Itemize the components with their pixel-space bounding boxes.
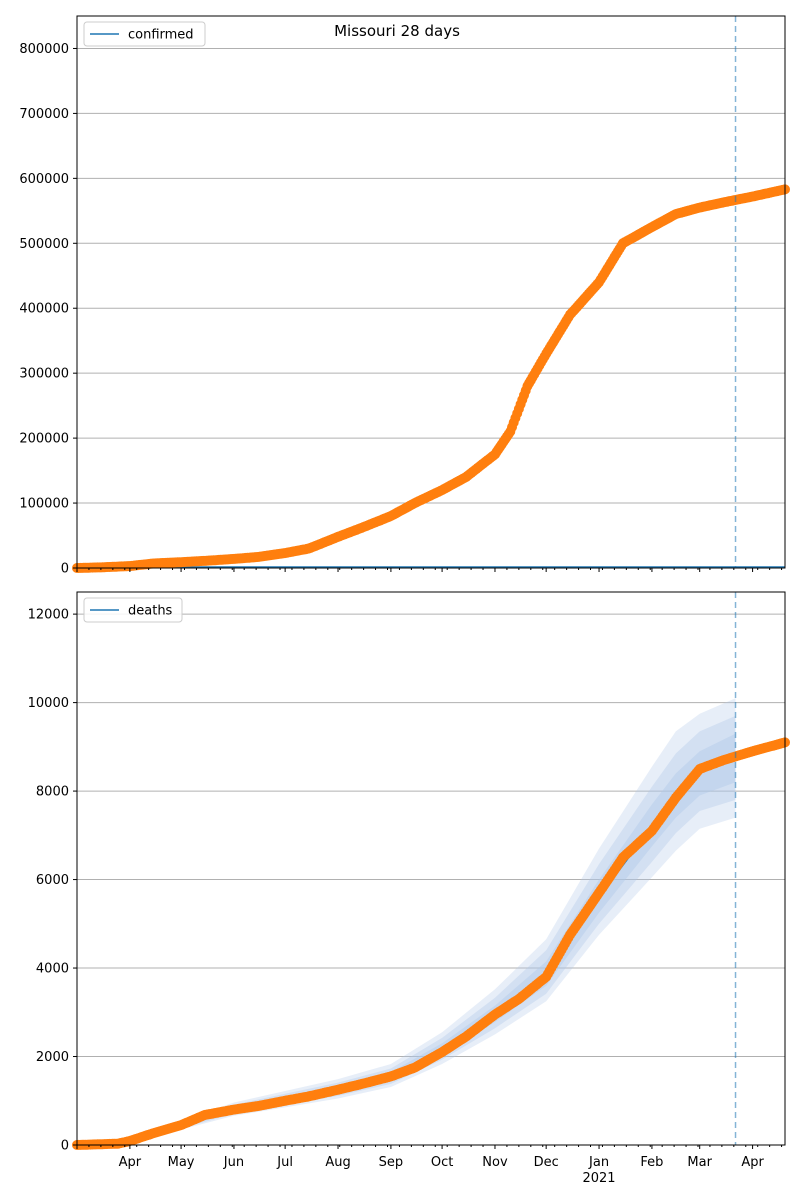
x-tick-label: Aug — [325, 1155, 350, 1170]
chart-title: Missouri 28 days — [334, 22, 460, 40]
legend-box — [83, 597, 183, 623]
confirmed-series — [72, 184, 790, 573]
x-tick-label: Jun — [223, 1155, 244, 1170]
y-tick-label: 6000 — [36, 873, 69, 888]
x-tick-label: Mar — [687, 1155, 712, 1170]
legend-label-deaths: deaths — [128, 604, 173, 619]
forecast-band-95 — [129, 698, 736, 1142]
legend-box — [83, 21, 206, 47]
y-tick-label: 600000 — [19, 172, 69, 187]
deaths-y-axis: 0 2000 4000 6000 8000 10000 12000 — [28, 608, 77, 1154]
y-tick-label: 700000 — [19, 107, 69, 122]
confirmed-y-axis: 0 100000 200000 300000 400000 500000 600000 700… — [19, 42, 77, 577]
confirmed-legend: confirmed — [83, 21, 206, 47]
y-tick-label: 800000 — [19, 42, 69, 57]
x-tick-label: Apr — [119, 1155, 142, 1170]
deaths-x-axis: Apr May Jun Jul Aug Sep Oct Nov Dec Jan Feb Mar Apr — [76, 1145, 783, 1170]
y-tick-label: 2000 — [36, 1050, 69, 1065]
x-tick-label: Nov — [482, 1155, 508, 1170]
deaths-forecast-bands — [129, 698, 736, 1142]
y-tick-label: 4000 — [36, 962, 69, 977]
y-tick-label: 0 — [61, 1139, 69, 1154]
x-tick-year-label: 2021 — [582, 1171, 615, 1186]
x-tick-label: Dec — [534, 1155, 559, 1170]
deaths-panel: 0 2000 4000 6000 8000 10000 12000 Apr May Jun Jul… — [28, 591, 790, 1186]
confirmed-panel: 0 100000 200000 300000 400000 500000 600000 700… — [19, 15, 790, 577]
x-tick-label: May — [168, 1155, 195, 1170]
x-tick-label: Feb — [640, 1155, 663, 1170]
x-tick-label: Jul — [276, 1155, 293, 1170]
legend-label-confirmed: confirmed — [128, 28, 194, 43]
x-tick-label: Jan — [588, 1155, 609, 1170]
y-tick-label: 8000 — [36, 785, 69, 800]
y-tick-label: 10000 — [28, 696, 69, 711]
deaths-legend: deaths — [83, 597, 183, 623]
y-tick-label: 300000 — [19, 367, 69, 382]
y-tick-label: 400000 — [19, 302, 69, 317]
confirmed-gridlines — [77, 47, 785, 569]
y-tick-label: 500000 — [19, 237, 69, 252]
y-tick-label: 0 — [61, 562, 69, 577]
y-tick-label: 12000 — [28, 608, 69, 623]
x-tick-label: Sep — [379, 1155, 404, 1170]
confirmed-x-ticks — [76, 568, 783, 572]
x-tick-label: Oct — [431, 1155, 453, 1170]
y-tick-label: 200000 — [19, 432, 69, 447]
x-tick-label: Apr — [741, 1155, 764, 1170]
confirmed-axes-frame — [76, 15, 786, 569]
y-tick-label: 100000 — [19, 497, 69, 512]
deaths-axes-frame — [76, 591, 786, 1146]
